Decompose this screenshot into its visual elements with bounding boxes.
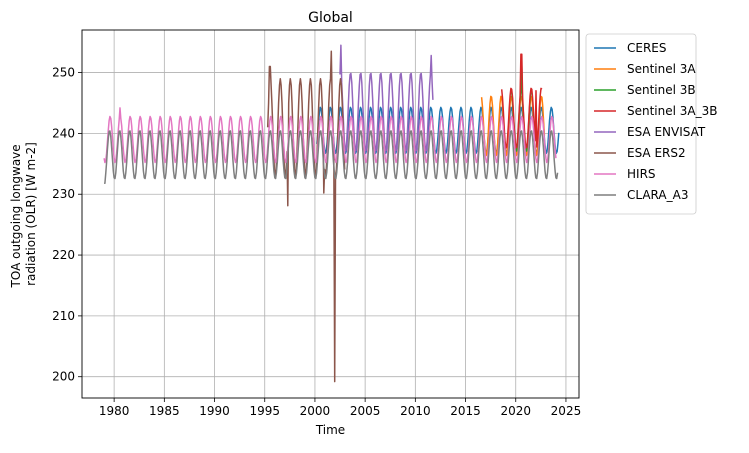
y-axis: 200 210 220 230 240 250 xyxy=(52,66,82,384)
x-tick-label: 1980 xyxy=(99,404,130,418)
legend-label: CERES xyxy=(627,41,667,55)
x-tick-label: 2025 xyxy=(551,404,582,418)
legend-label: ESA ERS2 xyxy=(627,146,686,160)
x-tick-label: 1990 xyxy=(199,404,230,418)
legend-label: CLARA_A3 xyxy=(627,188,688,202)
x-axis-label: Time xyxy=(315,423,345,437)
legend-label: HIRS xyxy=(627,167,656,181)
y-tick-label: 230 xyxy=(52,187,75,201)
y-tick-label: 240 xyxy=(52,126,75,140)
series-line-hirs xyxy=(103,107,557,164)
y-tick-label: 210 xyxy=(52,309,75,323)
legend-label: Sentinel 3A xyxy=(627,62,696,76)
x-tick-label: 2000 xyxy=(300,404,331,418)
legend-label: ESA ENVISAT xyxy=(627,125,706,139)
y-tick-label: 220 xyxy=(52,248,75,262)
x-axis: 1980 1985 1990 1995 2000 2005 2010 2015 2020 2025 xyxy=(99,398,581,418)
series-line-clara-a3 xyxy=(104,130,559,185)
legend-box xyxy=(585,33,697,215)
x-tick-label: 2015 xyxy=(450,404,481,418)
y-tick-label: 250 xyxy=(52,66,75,80)
y-axis-label: TOA outgoing longwave radiation (OLR) [W… xyxy=(9,141,38,289)
chart-title: Global xyxy=(308,10,353,26)
x-tick-label: 2005 xyxy=(350,404,381,418)
plot-frame xyxy=(81,29,580,399)
y-axis-label-line-1: TOA outgoing longwave xyxy=(9,144,23,288)
y-axis-label-line-2: radiation (OLR) [W m-2] xyxy=(24,142,38,286)
series-line-esa-envisat xyxy=(339,44,434,152)
y-tick-label: 200 xyxy=(52,370,75,384)
x-tick-label: 1995 xyxy=(249,404,280,418)
x-tick-label: 2020 xyxy=(500,404,531,418)
x-tick-label: 2010 xyxy=(400,404,431,418)
legend-label: Sentinel 3A_3B xyxy=(627,104,718,118)
x-tick-label: 1985 xyxy=(149,404,180,418)
legend-label: Sentinel 3B xyxy=(627,83,696,97)
legend: CERES Sentinel 3A Sentinel 3B Sentinel 3A_3… xyxy=(585,33,718,215)
series-layer xyxy=(103,44,560,383)
